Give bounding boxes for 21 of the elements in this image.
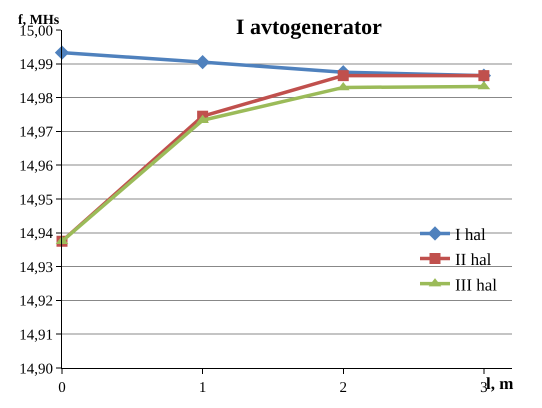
y-tick-label: 14,91: [19, 327, 53, 344]
legend-label: II hal: [455, 250, 492, 270]
legend-label: I hal: [455, 225, 486, 244]
x-axis-title: l, m: [486, 374, 514, 393]
point: [338, 70, 349, 82]
legend-label: III hal: [455, 275, 498, 294]
x-tick-label: 1: [198, 380, 206, 396]
y-tick-label: 14,99: [19, 57, 53, 74]
x-tick-label: 0: [58, 380, 66, 396]
x-tick-label: 3: [480, 380, 488, 396]
y-tick-label: 14,90: [19, 361, 53, 378]
y-tick-label: 14,92: [19, 294, 53, 310]
x-tick-label: 2: [340, 380, 347, 396]
y-tick-label: 14,96: [19, 158, 54, 174]
chart-title: I avtogenerator: [236, 14, 382, 39]
point: [195, 54, 210, 70]
y-tick-label: 14,98: [19, 90, 53, 107]
y-tick-label: 14,95: [19, 192, 53, 208]
y-tick-label: 14,94: [19, 226, 54, 242]
y-tick-label: 14,93: [19, 260, 53, 276]
y-tick-label: 14,97: [19, 124, 54, 141]
